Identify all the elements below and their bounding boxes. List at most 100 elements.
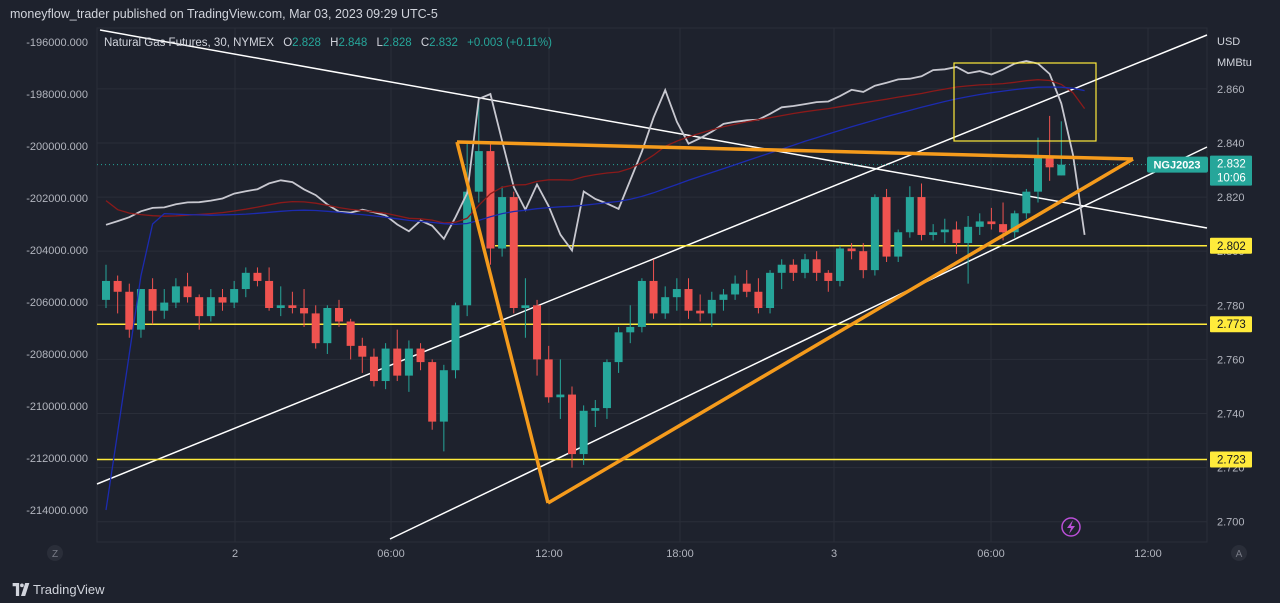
candle-body	[999, 224, 1008, 233]
time-tick-label: 06:00	[377, 548, 405, 560]
auto-scale-right-label: A	[1236, 549, 1243, 560]
time-axis[interactable]: 2 06:00 12:00 18:00 3 06:00 12:00	[232, 548, 1162, 560]
candle-body	[742, 283, 751, 292]
highlight-box[interactable]	[953, 62, 1097, 142]
level-price-tags: 2.802 2.773 2.723	[1210, 237, 1252, 468]
candle-body	[789, 264, 798, 273]
candle-body	[707, 299, 716, 314]
candle-body	[777, 264, 786, 273]
candle-body	[125, 291, 134, 330]
price-tag-value: 2.832	[1217, 159, 1246, 171]
level-tag-bg	[1210, 451, 1252, 468]
level-tag-bg	[1210, 237, 1252, 254]
lightning-icon[interactable]	[1061, 517, 1081, 537]
time-tick-label: 12:00	[1134, 548, 1162, 560]
upper-channel-line[interactable]	[96, 34, 1208, 485]
triangle-bottom-edge[interactable]	[547, 157, 1134, 505]
left-axis[interactable]: -196000.000 -198000.000 -200000.000 -202000…	[26, 37, 88, 517]
auto-scale-left-button[interactable]: Z	[47, 545, 63, 561]
horizontal-levels[interactable]	[97, 245, 1207, 461]
legend-change: +0.003 (+0.11%)	[467, 37, 552, 49]
candle-body	[381, 348, 390, 382]
candle-body	[404, 348, 413, 376]
price-chart[interactable]: Natural Gas Futures, 30, NYMEX O2.828 H2…	[0, 0, 1280, 576]
candle-body	[905, 197, 914, 233]
legend-close-value: 2.832	[429, 37, 458, 49]
legend-symbol: Natural Gas Futures, 30, NYMEX	[104, 37, 274, 49]
price-tick-label: 2.760	[1217, 354, 1245, 366]
lower-channel-line[interactable]	[389, 146, 1208, 540]
tradingview-brand[interactable]: TradingView	[33, 582, 105, 597]
candle-body	[369, 356, 378, 382]
candle-body	[952, 229, 961, 244]
candle-body	[335, 307, 343, 322]
indicator-line	[105, 86, 1085, 511]
legend-row: Natural Gas Futures, 30, NYMEX O2.828 H2…	[104, 37, 552, 49]
legend-low-value: 2.828	[383, 37, 412, 49]
candle-body	[136, 289, 145, 330]
price-tag-countdown: 10:06	[1217, 173, 1246, 185]
indicator-line	[105, 60, 1086, 253]
candle-body	[311, 313, 320, 344]
left-tick-label: -198000.000	[26, 89, 88, 101]
candle-body	[964, 226, 973, 244]
legend-close-label: C	[421, 37, 429, 49]
candle-body	[847, 248, 856, 252]
candle-body	[102, 280, 110, 300]
candle-body	[731, 283, 740, 295]
price-tick-label: 2.700	[1217, 517, 1245, 529]
candle-body	[766, 272, 775, 308]
candle-body	[1057, 164, 1066, 176]
candle-body	[533, 305, 542, 360]
price-tag-bg	[1210, 155, 1252, 186]
candle-body	[940, 229, 949, 233]
auto-scale-left-label: Z	[52, 549, 58, 560]
triangle-pattern[interactable]	[455, 140, 1134, 505]
legend-open-label: O	[283, 37, 292, 49]
time-tick-label: 12:00	[535, 548, 563, 560]
candle-body	[1022, 191, 1031, 214]
candle-body	[975, 221, 984, 227]
candle-body	[812, 259, 821, 273]
candle-body	[206, 297, 215, 317]
indicator-lines	[105, 60, 1086, 511]
candle-body	[614, 332, 623, 363]
candle-body	[521, 305, 530, 308]
triangle-left-edge[interactable]	[455, 141, 550, 504]
symbol-tag-bg	[1147, 156, 1208, 173]
candle-body	[218, 297, 227, 303]
footer-bar: TradingView	[0, 576, 1280, 603]
candle-body	[568, 394, 576, 455]
candle-body	[591, 408, 600, 411]
legend-open-value: 2.828	[292, 37, 321, 49]
legend-low-label: L	[376, 37, 383, 49]
candle-body	[894, 232, 903, 257]
price-tick-label: 2.820	[1217, 192, 1245, 204]
triangle-top-edge[interactable]	[456, 140, 1134, 161]
current-price-tag: NGJ2023 2.832 10:06	[1147, 155, 1252, 186]
candle-body	[824, 272, 833, 281]
candle-body	[183, 286, 192, 298]
candle-body	[486, 151, 495, 249]
candle-body	[160, 302, 169, 311]
left-tick-label: -202000.000	[26, 193, 88, 205]
auto-scale-right-button[interactable]: A	[1231, 545, 1247, 561]
candle-body	[241, 272, 250, 290]
candle-body	[1034, 156, 1042, 192]
candle-body	[917, 197, 926, 235]
candle-body	[171, 286, 180, 303]
tradingview-logo-icon[interactable]	[12, 583, 30, 596]
level-tag-value: 2.802	[1217, 241, 1246, 253]
publisher-header: moneyflow_trader published on TradingVie…	[10, 3, 1010, 25]
left-tick-label: -214000.000	[26, 505, 88, 517]
candle-body	[672, 289, 681, 298]
level-tag-value: 2.773	[1217, 319, 1246, 331]
candle-body	[439, 370, 448, 422]
candle-body	[626, 326, 635, 333]
candle-body	[498, 197, 507, 249]
candle-body	[358, 345, 367, 357]
candle-body	[148, 289, 157, 311]
candle-body	[929, 232, 938, 235]
left-tick-label: -212000.000	[26, 453, 88, 465]
candle-body	[835, 248, 844, 281]
